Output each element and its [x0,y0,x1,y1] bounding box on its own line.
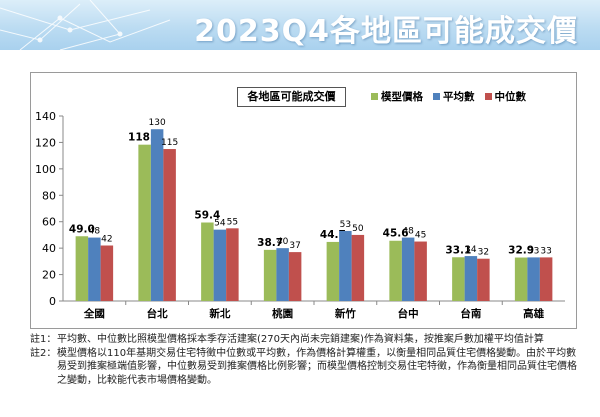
legend-label: 中位數 [494,91,527,103]
x-tick-label: 桃園 [272,307,293,320]
legend-item: 模型價格 [371,89,423,104]
data-label: 54 [214,219,226,229]
y-tick-label: 140 [35,110,56,123]
data-label: 38.7 [257,237,283,249]
data-label: 130 [149,118,166,128]
x-tick-label: 台南 [460,307,481,320]
data-label: 45.6 [383,228,409,240]
y-tick-label: 40 [42,242,56,255]
bar-model-price [452,257,465,301]
data-label: 49.0 [69,223,95,235]
footnote-2-text: 模型價格以110年基期交易住宅特徵中位數或平均數，作為價格計算權重，以衡量相同品… [57,347,577,386]
footnotes: 註1： 平均數、中位數比照模型價格採本季存活建案(270天內尚未完銷建案)作為資… [30,333,580,387]
decorative-lines [0,0,171,50]
x-tick-label: 新竹 [335,307,356,320]
data-label: 40 [277,237,289,247]
bar-mean [527,257,540,301]
bar-model-price [389,240,402,301]
data-label: 42 [101,235,112,245]
bar-model-price [75,236,89,301]
bar-mean [401,237,415,301]
bar-model-price [201,222,214,301]
chart-title: 各地區可能成交價 [237,87,346,107]
data-label: 59.4 [194,210,220,222]
data-label: 37 [289,241,300,251]
footnote-1-text: 平均數、中位數比照模型價格採本季存活建案(270天內尚未完銷建案)作為資料集，按… [57,334,544,345]
bar-model-price [138,144,151,301]
header-banner: 2023Q4各地區可能成交價 [0,0,600,50]
x-tick-label: 台中 [398,307,419,320]
bar-mean [88,237,101,301]
data-label: 48 [89,227,101,237]
x-tick-label: 全國 [83,307,105,320]
data-label: 33.1 [445,244,471,256]
chart-container: 0 20 40 60 80 100 120 140 全國 49.0 48 42 台北 118.3 130 11… [30,72,577,329]
y-tick-label: 0 [49,295,56,308]
data-label: 48 [402,227,414,237]
bar-mean [150,129,164,301]
footnote-1-label: 註1： [30,334,57,345]
data-label: 53 [340,220,351,230]
legend-swatch [484,93,492,100]
bar-median [351,234,365,301]
bar-median [100,245,114,301]
data-label: 33 [528,246,539,256]
bar-median [477,258,490,301]
footnote-1: 註1： 平均數、中位數比照模型價格採本季存活建案(270天內尚未完銷建案)作為資… [30,333,580,347]
chart-legend: 模型價格 平均數 中位數 [371,89,536,104]
x-tick-label: 台北 [147,307,168,320]
legend-item: 平均數 [433,89,475,104]
legend-label: 平均數 [443,91,475,103]
legend-swatch [433,93,440,100]
bar-median [288,252,302,301]
bar-median [226,228,239,301]
y-tick-label: 60 [42,216,56,229]
bar-mean [464,256,478,301]
footnote-2-label: 註2： [30,347,57,359]
legend-item: 中位數 [484,89,527,104]
data-label: 115 [161,138,178,148]
x-tick-label: 新北 [209,307,230,320]
data-label: 34 [465,245,477,255]
y-tick-label: 20 [42,269,56,282]
bar-median [414,241,427,301]
bar-model-price [326,241,340,301]
bar-model-price [514,257,528,301]
footnote-2: 註2： 模型價格以110年基期交易住宅特徵中位數或平均數，作為價格計算權重，以衡… [30,347,580,388]
bar-chart: 020406080100120140全國49.04842台北118.313011… [35,110,565,320]
bar-mean [339,230,352,301]
bar-mean [276,248,289,301]
page-title: 2023Q4各地區可能成交價 [194,14,578,49]
data-label: 50 [352,224,364,234]
x-tick-label: 高雄 [523,307,544,320]
data-label: 32 [478,248,489,258]
legend-label: 模型價格 [381,91,423,103]
bar-model-price [263,249,277,301]
data-label: 32.9 [508,245,534,257]
data-label: 33 [540,246,551,256]
legend-swatch [371,93,378,100]
bar-mean [213,229,227,301]
bar-median [163,149,176,301]
y-tick-label: 100 [35,163,56,176]
y-tick-label: 80 [42,189,56,202]
bar-median [539,257,553,301]
data-label: 55 [227,217,238,227]
data-label: 45 [415,231,426,241]
y-tick-label: 120 [35,136,56,149]
